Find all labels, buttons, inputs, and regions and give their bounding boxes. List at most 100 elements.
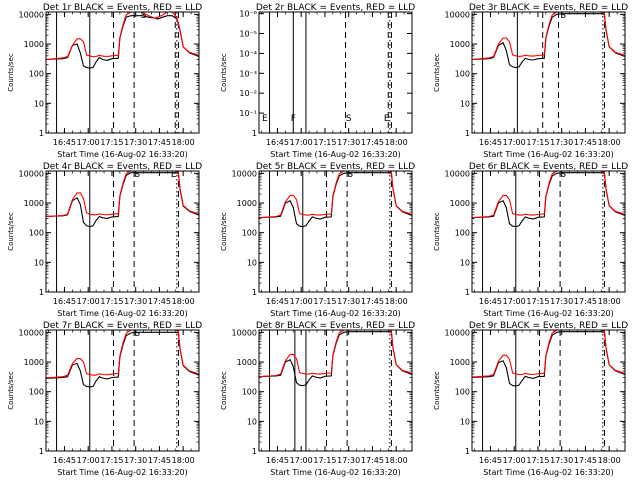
- x-tick-label: 17:30: [550, 297, 573, 306]
- x-tick-label: 17:00: [77, 138, 100, 147]
- panel-title: Det 2r BLACK = Events, RED = LLD: [256, 3, 415, 13]
- x-tick-label: 17:30: [550, 456, 573, 465]
- y-axis-label: Counts/sec: [433, 53, 441, 92]
- x-tick-label: 16:45: [53, 297, 76, 306]
- events-series-line: [471, 172, 626, 228]
- y-axis-label: Counts/sec: [220, 212, 228, 251]
- lld-series-line: [45, 329, 200, 379]
- x-tick-label: 18:00: [385, 297, 408, 306]
- x-tick-label: 17:30: [124, 456, 147, 465]
- panel-det-1r: Det 1r BLACK = Events, RED = LLD 1 10 100 10…: [7, 3, 202, 159]
- x-tick-label: 17:15: [100, 297, 123, 306]
- x-tick-label: 17:00: [503, 297, 526, 306]
- lld-series-line: [45, 170, 200, 218]
- y-tick-label: 1: [39, 288, 44, 297]
- y-tick-label: 1000: [24, 358, 44, 367]
- y-tick-label: 1: [39, 129, 44, 138]
- x-tick-label: 17:45: [361, 456, 384, 465]
- x-tick-label: 17:15: [100, 456, 123, 465]
- x-tick-label: 16:45: [53, 456, 76, 465]
- y-axis-label: Counts/sec: [433, 212, 441, 251]
- y-tick-label: 1000: [237, 358, 257, 367]
- y-tick-label: 10000: [232, 328, 257, 337]
- y-tick-label: 100: [455, 388, 470, 397]
- events-series-line: [471, 13, 626, 69]
- y-tick-label: 1000: [24, 40, 44, 49]
- x-tick-label: 17:30: [337, 456, 360, 465]
- lld-series-line: [471, 11, 626, 61]
- panel-title: Det 1r BLACK = Events, RED = LLD: [43, 3, 202, 13]
- x-tick-label: 17:30: [124, 138, 147, 147]
- panel-title: Det 4r BLACK = Events, RED = LLD: [43, 162, 202, 172]
- y-axis-label: Counts/sec: [7, 371, 15, 410]
- lld-series-line: [258, 329, 413, 378]
- x-tick-label: 17:15: [313, 138, 336, 147]
- panel-det-8r: Det 8r BLACK = Events, RED = LLD 1 10 100 10…: [220, 321, 415, 477]
- y-tick-label: 10⁻⁶: [239, 10, 257, 19]
- y-tick-label: 10: [460, 417, 470, 426]
- x-tick-label: 17:15: [526, 456, 549, 465]
- y-tick-label: 1: [465, 447, 470, 456]
- y-tick-label: 100: [29, 388, 44, 397]
- x-axis-label: Start Time (16-Aug-02 16:33:20): [483, 309, 614, 318]
- events-series-line: [45, 15, 200, 69]
- x-axis-label: Start Time (16-Aug-02 16:33:20): [57, 309, 188, 318]
- y-tick-label: 100: [242, 229, 257, 238]
- x-tick-label: 18:00: [598, 138, 621, 147]
- x-axis-label: Start Time (16-Aug-02 16:33:20): [483, 150, 614, 159]
- events-series-line: [45, 331, 200, 388]
- event-marker: S: [346, 114, 352, 124]
- x-tick-label: 17:45: [148, 138, 171, 147]
- x-tick-label: 16:45: [266, 456, 289, 465]
- lld-series-line: [258, 170, 413, 219]
- event-marker: S: [134, 329, 140, 339]
- x-tick-label: 16:45: [479, 456, 502, 465]
- x-tick-label: 18:00: [385, 456, 408, 465]
- x-tick-label: 17:00: [290, 138, 313, 147]
- y-tick-label: 10: [34, 258, 44, 267]
- panel-det-9r: Det 9r BLACK = Events, RED = LLD 1 10 100 10…: [433, 321, 628, 477]
- x-tick-label: 18:00: [385, 138, 408, 147]
- x-tick-label: 17:45: [574, 138, 597, 147]
- x-tick-label: 17:45: [574, 297, 597, 306]
- x-tick-label: 17:00: [290, 456, 313, 465]
- panel-title: Det 9r BLACK = Events, RED = LLD: [469, 321, 628, 331]
- events-series-line: [471, 331, 626, 387]
- plot-frame: [258, 329, 413, 452]
- y-tick-label: 100: [242, 388, 257, 397]
- y-tick-label: 1: [252, 447, 257, 456]
- event-marker: S: [560, 11, 566, 21]
- lld-series-line: [471, 329, 626, 378]
- y-tick-label: 10⁻⁵: [239, 29, 257, 38]
- y-tick-label: 10: [247, 258, 257, 267]
- event-marker: S: [560, 170, 566, 180]
- x-tick-label: 18:00: [172, 297, 195, 306]
- y-tick-label: 1: [39, 447, 44, 456]
- x-tick-label: 17:15: [313, 456, 336, 465]
- x-tick-label: 17:00: [290, 297, 313, 306]
- plot-frame: [471, 11, 626, 134]
- y-tick-label: 10: [34, 417, 44, 426]
- plot-frame: [45, 329, 200, 452]
- x-axis-label: Start Time (16-Aug-02 16:33:20): [270, 309, 401, 318]
- x-axis-label: Start Time (16-Aug-02 16:33:20): [483, 468, 614, 477]
- x-tick-label: 17:45: [361, 297, 384, 306]
- panel-title: Det 6r BLACK = Events, RED = LLD: [469, 162, 628, 172]
- event-marker: S: [134, 170, 140, 180]
- plot-frame: [258, 11, 413, 134]
- x-tick-label: 17:00: [503, 456, 526, 465]
- y-tick-label: 10⁻²: [239, 89, 257, 98]
- y-axis-label: Counts/sec: [7, 53, 15, 92]
- panel-det-3r: Det 3r BLACK = Events, RED = LLD 1 10 100 10…: [433, 3, 628, 159]
- x-tick-label: 17:15: [100, 138, 123, 147]
- panel-det-5r: Det 5r BLACK = Events, RED = LLD 1 10 100 10…: [220, 162, 415, 318]
- y-tick-label: 1000: [24, 199, 44, 208]
- panel-det-7r: Det 7r BLACK = Events, RED = LLD 1 10 100 10…: [7, 321, 202, 477]
- y-tick-label: 10: [460, 258, 470, 267]
- y-tick-label: 100: [29, 70, 44, 79]
- x-axis-label: Start Time (16-Aug-02 16:33:20): [270, 468, 401, 477]
- event-marker: F: [291, 114, 296, 124]
- y-tick-label: 1000: [450, 40, 470, 49]
- x-tick-label: 17:00: [503, 138, 526, 147]
